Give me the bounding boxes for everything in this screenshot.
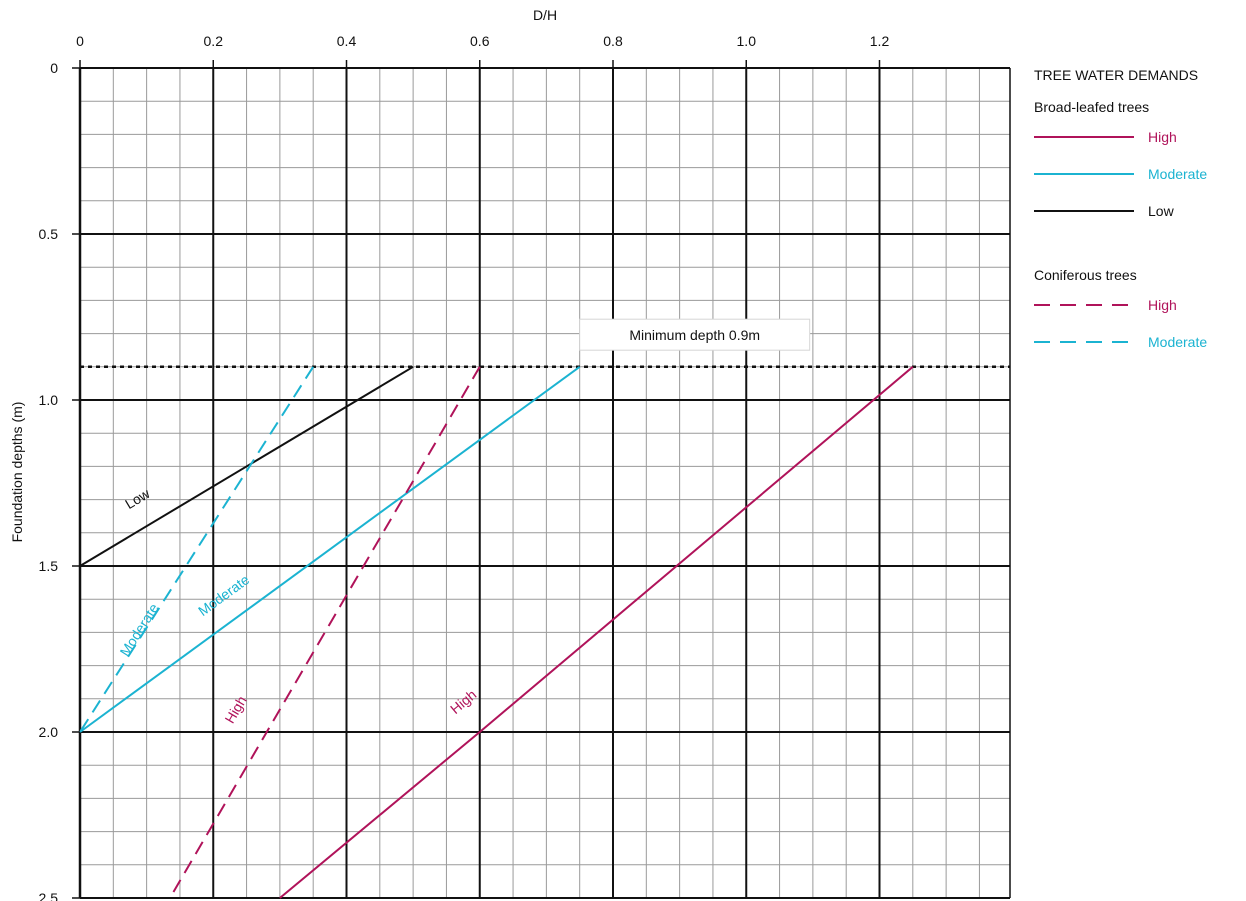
legend-entry-label: High (1148, 297, 1177, 313)
y-axis-label: Foundation depths (m) (9, 402, 25, 543)
series-line-broadleaf-high (279, 366, 914, 899)
legend: TREE WATER DEMANDS Broad-leafed trees Hig… (1034, 67, 1207, 350)
x-tick-label: 0.6 (470, 33, 490, 49)
series-line-conifer-moderate (79, 366, 315, 733)
x-axis-label: D/H (533, 7, 557, 23)
x-tick-label: 0.4 (337, 33, 357, 49)
x-tick-label: 0 (76, 33, 84, 49)
axes: 0 0.2 0.4 0.6 0.8 1.0 1.2 0 0.5 1.0 1.5 2.0 2.5 (39, 33, 1011, 901)
series-annotation-broadleaf-high: High (447, 686, 479, 717)
minimum-depth-label-box (579, 318, 811, 351)
series-annotation-conifer-moderate: Moderate (116, 600, 161, 659)
y-tick-label: 1.5 (39, 558, 59, 574)
series-annotation-broadleaf-low: Low (122, 485, 153, 512)
legend-entry-label: Moderate (1148, 334, 1207, 350)
x-tick-label: 1.2 (870, 33, 890, 49)
series-annotation-conifer-high: High (221, 693, 249, 726)
legend-title: TREE WATER DEMANDS (1034, 67, 1198, 83)
legend-entry-label: Low (1148, 203, 1175, 219)
minimum-depth-label: Minimum depth 0.9m (629, 327, 760, 343)
legend-group-title: Broad-leafed trees (1034, 99, 1149, 115)
y-tick-label: 1.0 (39, 392, 59, 408)
series-layer (79, 365, 914, 899)
series-line-broadleaf-moderate (79, 365, 581, 733)
y-tick-label: 0 (50, 60, 58, 76)
x-tick-label: 1.0 (737, 33, 757, 49)
legend-group-title: Coniferous trees (1034, 267, 1137, 283)
series-line-broadleaf-low (79, 365, 414, 567)
y-tick-label: 2.0 (39, 724, 59, 740)
y-tick-label: 2.5 (39, 890, 59, 901)
minimum-depth-marker: Minimum depth 0.9m (80, 318, 1010, 369)
legend-entry-label: High (1148, 129, 1177, 145)
x-tick-label: 0.2 (204, 33, 224, 49)
legend-entry-label: Moderate (1148, 166, 1207, 182)
series-line-conifer-high (169, 366, 481, 899)
x-tick-label: 0.8 (603, 33, 623, 49)
y-tick-label: 0.5 (39, 226, 59, 242)
